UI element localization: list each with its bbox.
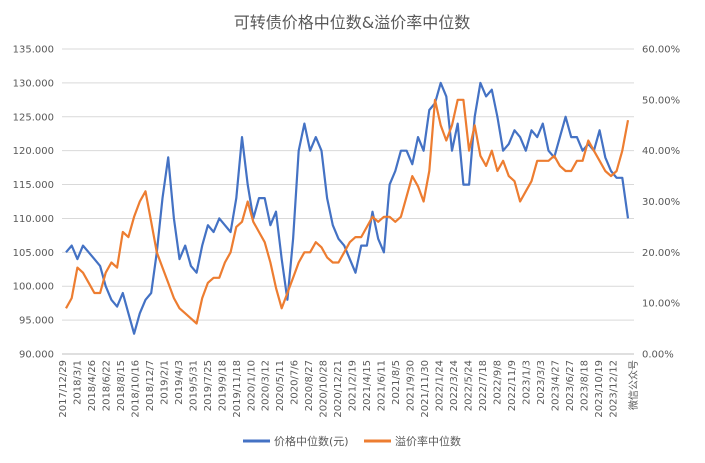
y-right-tick-label: 60.00% [642,45,680,56]
x-tick-label: 2022/9/8 [492,360,503,405]
x-axis: 2017/12/29 2018/3/1 2018/4/26 2018/6/22 2018… [58,353,640,418]
y-left-tick-label: 130.000 [13,78,54,89]
y-axis-left: 90.000 95.000 100.000 105.000 110.000 115.000… [13,45,54,361]
x-tick-label: 2018/10/16 [130,360,141,418]
series-line-premium [65,98,630,325]
x-tick-label: 2021/2/19 [348,360,359,411]
y-axis-right: 0.00% 10.00% 20.00% 30.00% 40.00% 50.00% 60.00… [642,45,680,361]
y-left-tick-label: 120.000 [13,146,54,157]
series-line-price [65,81,630,335]
x-tick-label: 2020/7/6 [290,360,301,405]
y-left-tick-label: 90.000 [19,350,54,361]
x-tick-label: 2018/8/15 [116,360,127,411]
x-tick-label: 2021/6/11 [377,360,388,411]
x-tick-label: 2023/12/12 [608,360,619,418]
y-left-tick-label: 115.000 [13,180,54,191]
x-tick-label: 2019/9/18 [217,360,228,411]
x-tick-label: 2023/3/3 [536,360,547,405]
y-right-tick-label: 40.00% [642,146,680,157]
x-tick-label: 2023/1/3 [521,360,532,405]
x-tick-label: 2023/4/27 [550,360,561,411]
x-tick-label: 2021/11/30 [420,360,431,418]
x-tick-label: 2022/1/24 [435,360,446,411]
watermark: 微信公众号 [627,360,640,410]
x-tick-label: 2021/9/30 [406,360,417,411]
y-right-tick-label: 30.00% [642,197,680,208]
x-tick-label: 2021/4/15 [362,360,373,411]
x-tick-label: 2023/10/19 [594,360,605,418]
x-tick-label: 2023/8/18 [579,360,590,411]
x-tick-label: 2019/11/18 [232,360,243,418]
x-tick-label: 2020/12/21 [333,360,344,418]
chart-title: 可转债价格中位数&溢价率中位数 [234,13,470,32]
y-right-tick-label: 0.00% [642,350,674,361]
x-tick-label: 2018/3/1 [72,360,83,405]
legend: 价格中位数(元) 溢价率中位数 [243,434,461,448]
y-right-tick-label: 20.00% [642,248,680,259]
x-tick-label: 2022/5/24 [463,360,474,411]
y-left-tick-label: 135.000 [13,45,54,56]
x-tick-label: 2020/8/27 [304,360,315,411]
x-tick-label: 2020/10/28 [319,360,330,418]
y-left-tick-label: 95.000 [19,316,54,327]
y-left-tick-label: 125.000 [13,112,54,123]
x-tick-label: 2018/6/22 [101,360,112,411]
y-left-tick-label: 100.000 [13,282,54,293]
x-tick-label: 2022/3/24 [449,360,460,411]
x-tick-label: 2023/6/27 [565,360,576,411]
y-left-tick-label: 105.000 [13,248,54,259]
legend-label-premium: 溢价率中位数 [395,434,461,448]
x-tick-label: 2018/12/7 [145,360,156,411]
x-tick-label: 2020/3/12 [261,360,272,411]
series-layer [65,81,630,335]
legend-label-price: 价格中位数(元) [274,434,349,448]
x-tick-label: 2019/4/3 [174,360,185,405]
y-right-tick-label: 50.00% [642,95,680,106]
x-tick-label: 2022/7/18 [478,360,489,411]
x-tick-label: 2018/4/26 [87,360,98,411]
y-left-tick-label: 110.000 [13,214,54,225]
x-tick-label: 2019/2/1 [159,360,170,405]
x-tick-label: 2019/5/31 [188,360,199,411]
x-tick-label: 2019/7/25 [203,360,214,411]
x-tick-label: 2022/11/9 [507,360,518,411]
y-right-tick-label: 10.00% [642,299,680,310]
x-tick-label: 2020/1/10 [246,360,257,411]
x-tick-label: 2021/8/5 [391,360,402,405]
x-tick-label: 2020/5/11 [275,360,286,411]
x-tick-label: 2017/12/29 [58,360,69,418]
